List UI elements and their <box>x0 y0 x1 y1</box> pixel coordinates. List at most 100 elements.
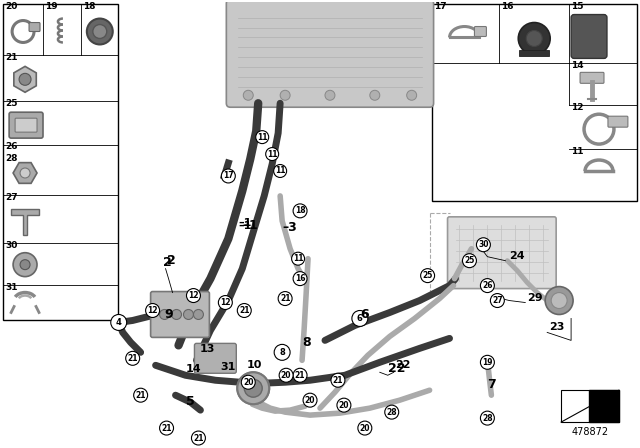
Text: 15: 15 <box>571 2 584 11</box>
Text: 21: 21 <box>239 306 250 315</box>
Circle shape <box>218 296 232 310</box>
Circle shape <box>274 345 290 360</box>
Polygon shape <box>589 390 619 422</box>
Text: 27: 27 <box>5 193 18 202</box>
Text: 11: 11 <box>267 150 277 159</box>
Text: 8: 8 <box>302 336 310 349</box>
Circle shape <box>244 379 262 397</box>
FancyBboxPatch shape <box>195 343 236 373</box>
Circle shape <box>237 304 252 318</box>
Circle shape <box>463 254 476 267</box>
Text: 28: 28 <box>387 408 397 417</box>
Circle shape <box>111 314 127 331</box>
Text: 21: 21 <box>333 376 343 385</box>
Text: 16: 16 <box>295 274 305 283</box>
Text: 22: 22 <box>395 360 410 370</box>
Circle shape <box>293 271 307 285</box>
Text: 28: 28 <box>5 154 18 163</box>
Circle shape <box>293 368 307 382</box>
Text: 10: 10 <box>246 360 262 370</box>
Circle shape <box>20 260 30 270</box>
Polygon shape <box>11 209 39 235</box>
Circle shape <box>125 351 140 365</box>
Circle shape <box>358 421 372 435</box>
Text: 11: 11 <box>293 254 303 263</box>
Text: 25: 25 <box>5 99 18 108</box>
Text: –3: –3 <box>282 221 297 234</box>
Circle shape <box>293 204 307 218</box>
Text: 21: 21 <box>161 423 172 433</box>
Text: 4: 4 <box>116 318 122 327</box>
Text: 21: 21 <box>127 354 138 363</box>
Circle shape <box>87 18 113 44</box>
Text: –1: –1 <box>238 221 252 231</box>
Text: 25: 25 <box>464 256 475 265</box>
Circle shape <box>551 293 567 309</box>
Text: –: – <box>243 219 248 232</box>
Text: 21: 21 <box>136 391 146 400</box>
Polygon shape <box>13 163 37 183</box>
Text: 16: 16 <box>501 2 514 11</box>
Circle shape <box>237 372 269 404</box>
Circle shape <box>237 372 269 404</box>
Text: 29: 29 <box>527 293 543 302</box>
Text: 31: 31 <box>220 362 236 372</box>
Circle shape <box>325 90 335 100</box>
FancyBboxPatch shape <box>571 15 607 58</box>
Circle shape <box>385 405 399 419</box>
Circle shape <box>490 293 504 307</box>
Circle shape <box>337 398 351 412</box>
Text: 18: 18 <box>83 2 95 11</box>
Text: 11: 11 <box>257 133 268 142</box>
FancyBboxPatch shape <box>519 51 549 56</box>
Text: 12: 12 <box>571 103 584 112</box>
Circle shape <box>331 373 345 387</box>
Text: –1: –1 <box>238 218 252 228</box>
Text: 14: 14 <box>571 61 584 70</box>
Text: 13: 13 <box>200 345 215 354</box>
Text: 2: 2 <box>166 254 175 267</box>
Circle shape <box>406 90 417 100</box>
FancyBboxPatch shape <box>9 112 43 138</box>
FancyBboxPatch shape <box>150 292 209 337</box>
FancyBboxPatch shape <box>474 26 486 36</box>
Circle shape <box>476 238 490 252</box>
Circle shape <box>221 169 236 183</box>
FancyBboxPatch shape <box>608 116 628 127</box>
Text: 14: 14 <box>186 364 201 374</box>
Text: 21: 21 <box>280 294 291 303</box>
Circle shape <box>481 411 494 425</box>
Text: 23: 23 <box>549 323 564 332</box>
Text: 26: 26 <box>5 142 18 151</box>
Circle shape <box>19 73 31 85</box>
Text: 20: 20 <box>243 378 253 387</box>
Text: 20: 20 <box>339 401 349 409</box>
Text: 12: 12 <box>188 291 198 300</box>
Text: 20: 20 <box>281 371 291 380</box>
Circle shape <box>278 292 292 306</box>
FancyBboxPatch shape <box>15 118 37 132</box>
Text: 6: 6 <box>360 309 369 322</box>
Text: 30: 30 <box>5 241 17 250</box>
Circle shape <box>279 368 293 382</box>
Text: 24: 24 <box>509 251 525 261</box>
Circle shape <box>292 252 305 265</box>
Circle shape <box>134 388 148 402</box>
Text: 1: 1 <box>248 219 257 232</box>
Circle shape <box>93 25 107 39</box>
Circle shape <box>303 393 317 407</box>
Text: 28: 28 <box>482 414 493 422</box>
Text: 12: 12 <box>220 298 230 307</box>
Circle shape <box>370 90 380 100</box>
Text: 30: 30 <box>478 240 489 249</box>
Text: 18: 18 <box>295 207 305 215</box>
Text: 11: 11 <box>275 167 285 176</box>
FancyBboxPatch shape <box>447 217 556 289</box>
Text: 20: 20 <box>360 423 370 433</box>
Text: 21: 21 <box>193 434 204 443</box>
FancyBboxPatch shape <box>431 4 637 201</box>
Text: 12: 12 <box>147 306 158 315</box>
Text: 21: 21 <box>5 53 18 62</box>
Circle shape <box>186 289 200 302</box>
Text: 20: 20 <box>5 2 17 11</box>
